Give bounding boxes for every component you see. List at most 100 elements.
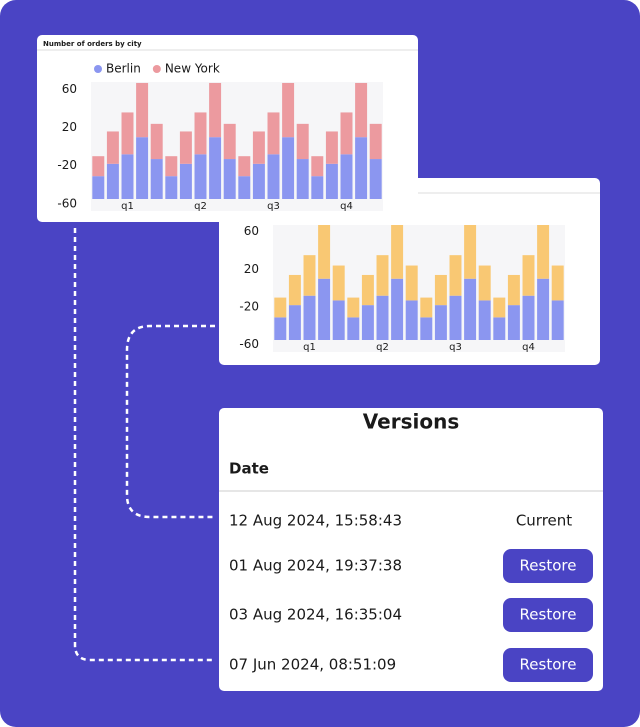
bar-segment	[522, 295, 535, 340]
bar-segment	[325, 131, 338, 164]
restore-button[interactable]	[503, 648, 593, 682]
version-date: 01 Aug 2024, 19:37:38	[229, 557, 402, 575]
bar-segment	[165, 176, 178, 199]
bar-segment	[434, 305, 447, 340]
bar-segment	[478, 300, 491, 340]
bar-segment	[493, 317, 506, 340]
restore-button-label[interactable]: Restore	[520, 557, 577, 575]
bar-segment	[340, 112, 353, 155]
y-tick-label: 20	[244, 262, 259, 276]
bar-segment	[311, 156, 324, 177]
bar-segment	[537, 278, 550, 340]
bar-segment	[252, 163, 265, 199]
restore-button-label[interactable]: Restore	[520, 606, 577, 624]
version-date: 07 Jun 2024, 08:51:09	[229, 656, 396, 674]
x-tick-label: q3	[267, 201, 280, 212]
version-date: 03 Aug 2024, 16:35:04	[229, 606, 402, 624]
version-date: 12 Aug 2024, 15:58:43	[229, 512, 402, 530]
bar-segment	[361, 305, 374, 340]
x-tick-label: q4	[340, 201, 353, 212]
bar-segment	[318, 225, 331, 279]
connector	[125, 324, 215, 519]
bar-segment	[267, 112, 280, 155]
connectors	[73, 228, 215, 662]
bar-segment	[194, 112, 207, 155]
restore-button[interactable]	[503, 598, 593, 632]
y-tick-label: -60	[239, 337, 259, 351]
bar-segment	[288, 305, 301, 340]
bar-segment	[420, 317, 433, 340]
connector	[73, 228, 215, 662]
bar-segment	[493, 297, 506, 318]
bar-segment	[369, 159, 382, 199]
x-tick-label: q4	[522, 342, 535, 353]
bar-segment	[478, 265, 491, 301]
bar-segment	[522, 255, 535, 296]
restore-button-label[interactable]: Restore	[520, 656, 577, 674]
bar-segment	[369, 123, 382, 160]
bar-segment	[179, 163, 192, 199]
y-tick-label: -60	[57, 196, 77, 210]
bar-segment	[165, 156, 178, 177]
bar-segment	[420, 297, 433, 318]
x-tick-label: q1	[303, 342, 316, 353]
bar-segment	[92, 156, 105, 177]
bar-segment	[150, 123, 163, 160]
bar-segment	[150, 159, 163, 199]
legend-label: New York	[165, 62, 220, 76]
bar-segment	[361, 274, 374, 306]
bar-segment	[355, 82, 368, 138]
y-tick-label: -20	[239, 300, 259, 314]
bar-segment	[274, 317, 287, 340]
plot-area	[91, 82, 383, 211]
y-tick-label: 60	[62, 82, 77, 96]
bar-segment	[464, 225, 477, 279]
bar-segment	[296, 123, 309, 160]
bar-segment	[347, 297, 360, 318]
x-tick-label: q3	[449, 342, 462, 353]
bar-segment	[449, 295, 462, 340]
plot-area	[273, 225, 565, 352]
bar-segment	[332, 265, 345, 301]
bar-segment	[194, 154, 207, 199]
legend-label: Berlin	[106, 62, 141, 76]
bar-segment	[121, 154, 134, 199]
bar-segment	[551, 265, 564, 301]
bar-segment	[376, 295, 389, 340]
bar-segment	[405, 300, 418, 340]
bar-segment	[507, 305, 520, 340]
x-tick-label: q2	[376, 342, 389, 353]
bar-segment	[209, 137, 222, 199]
bar-segment	[507, 274, 520, 306]
legend-swatch	[152, 65, 161, 73]
bar-segment	[311, 176, 324, 199]
bar-segment	[376, 255, 389, 296]
chart-title: Number of orders by city	[43, 40, 142, 48]
bar-segment	[405, 265, 418, 301]
bar-segment	[92, 176, 105, 199]
bar-segment	[303, 295, 316, 340]
bar-segment	[223, 159, 236, 199]
legend-swatch	[94, 65, 102, 73]
bar-segment	[106, 131, 119, 164]
bar-segment	[282, 82, 295, 138]
y-tick-label: 60	[244, 224, 259, 238]
bar-segment	[238, 176, 251, 199]
bar-segment	[136, 137, 149, 199]
bar-segment	[355, 137, 368, 199]
bar-segment	[106, 163, 119, 199]
bar-segment	[347, 317, 360, 340]
column-header: Date	[229, 460, 269, 478]
bar-segment	[252, 131, 265, 164]
bar-segment	[537, 225, 550, 279]
bar-segment	[223, 123, 236, 160]
x-tick-label: q2	[194, 201, 207, 212]
bar-segment	[464, 278, 477, 340]
bar-segment	[238, 156, 251, 177]
version-status: Current	[516, 512, 572, 530]
restore-button[interactable]	[503, 549, 593, 583]
versions-title: Versions	[363, 410, 459, 434]
bar-segment	[267, 154, 280, 199]
x-tick-label: q1	[121, 201, 134, 212]
